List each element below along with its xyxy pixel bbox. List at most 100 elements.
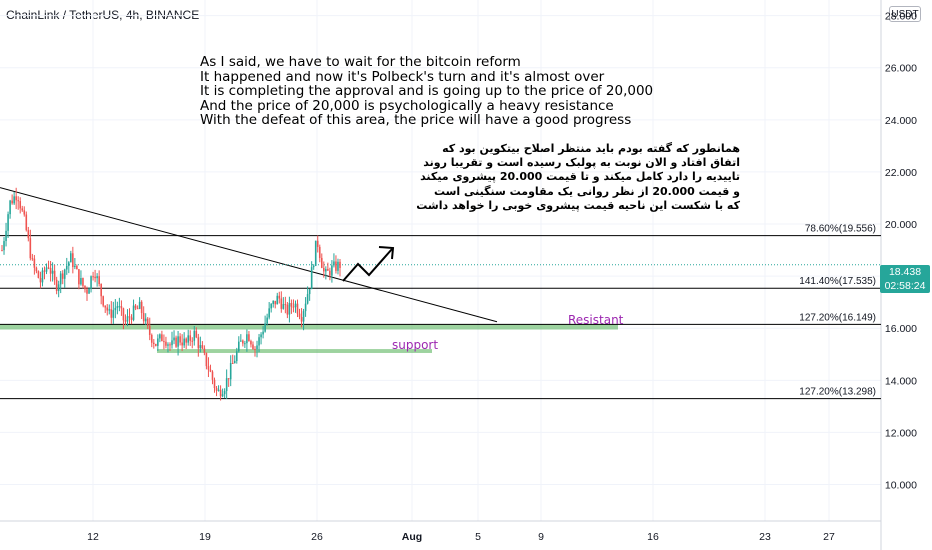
candle-body (335, 261, 337, 271)
candle-body (98, 276, 100, 285)
candle-body (270, 303, 272, 309)
candle-body (262, 331, 264, 335)
y-tick-label: 22.000 (885, 167, 917, 179)
candle (21, 205, 24, 212)
candle-body (63, 269, 66, 279)
candle-body (150, 334, 153, 343)
candle (9, 199, 11, 219)
candle (57, 280, 60, 298)
candle-body (306, 294, 309, 304)
candle (199, 336, 202, 353)
candle (193, 326, 196, 346)
candle-body (227, 378, 230, 380)
candle-body (246, 334, 248, 344)
candle (231, 354, 234, 364)
candle-body (177, 336, 179, 347)
candle (118, 297, 121, 312)
candle-body (254, 348, 256, 350)
candle-body (72, 253, 74, 268)
candle-body (179, 336, 181, 343)
x-tick-label: 26 (311, 531, 323, 543)
candle-body (144, 318, 147, 322)
bar-countdown: 02:58:24 (880, 279, 930, 293)
candle-body (146, 318, 149, 326)
candle-body (302, 311, 305, 322)
candle (100, 283, 102, 305)
candle (292, 299, 295, 313)
candle-body (78, 269, 80, 285)
candle (223, 388, 226, 399)
currency-button[interactable]: USDT (889, 6, 921, 22)
candle (53, 264, 56, 285)
candle (167, 342, 169, 353)
candle (258, 333, 260, 353)
candle-body (300, 317, 303, 322)
candle (116, 301, 119, 315)
candle (161, 330, 163, 342)
candle (39, 271, 42, 289)
candle-body (167, 344, 169, 346)
candle (142, 306, 145, 325)
candle (84, 285, 86, 293)
candle (29, 229, 32, 261)
candle (290, 299, 293, 314)
candle-body (278, 295, 281, 299)
english-line: It is completing the approval and is goi… (200, 83, 654, 100)
candle-body (31, 258, 34, 260)
candle (45, 263, 48, 275)
candle (323, 261, 325, 278)
candle-body (102, 296, 104, 306)
candle-body (203, 348, 206, 353)
candle-body (316, 240, 319, 247)
y-tick-label: 16.000 (885, 323, 917, 335)
candle (27, 226, 30, 242)
candle (197, 333, 200, 357)
candle-body (70, 253, 72, 263)
candle-body (112, 310, 115, 318)
candle-body (21, 208, 24, 211)
candle-body (157, 338, 159, 346)
candle (298, 308, 301, 320)
candle-body (35, 267, 38, 272)
candle-body (80, 278, 82, 285)
candle-body (17, 200, 19, 202)
fib-level-label: 127.20%(16.149) (799, 312, 876, 323)
candle-body (116, 306, 119, 308)
candle (217, 385, 220, 392)
x-tick-label: 23 (759, 531, 771, 543)
candle (17, 196, 19, 210)
candle (316, 235, 319, 253)
candle (250, 339, 252, 348)
candle (296, 299, 299, 318)
candle (7, 211, 9, 238)
candle (3, 237, 5, 255)
y-tick-label: 20.000 (885, 219, 917, 231)
candle (242, 339, 244, 347)
candle (104, 305, 107, 313)
candle (325, 266, 327, 280)
candle-body (290, 303, 293, 307)
candle-body (181, 342, 183, 346)
candle (47, 260, 50, 270)
candle-body (106, 307, 109, 311)
x-tick-label: 27 (823, 531, 835, 543)
candle (23, 206, 26, 217)
candle-body (1, 250, 3, 252)
y-tick-label: 14.000 (885, 375, 917, 387)
candle-body (118, 306, 121, 308)
candle-body (13, 196, 15, 204)
candle (235, 347, 238, 364)
chart-header: ChainLink / TetherUS, 4h, BINANCE (6, 8, 200, 22)
candle-body (304, 303, 307, 312)
candle-body (223, 391, 226, 395)
candle-body (252, 344, 254, 349)
candle-body (229, 362, 232, 380)
candle-body (331, 265, 333, 276)
candle-body (235, 351, 238, 361)
candle (213, 377, 216, 393)
fib-level-label: 78.60%(19.556) (805, 224, 876, 235)
candle-body (211, 371, 214, 380)
candle (254, 346, 256, 357)
candle-body (130, 317, 133, 320)
candle-body (209, 369, 212, 372)
